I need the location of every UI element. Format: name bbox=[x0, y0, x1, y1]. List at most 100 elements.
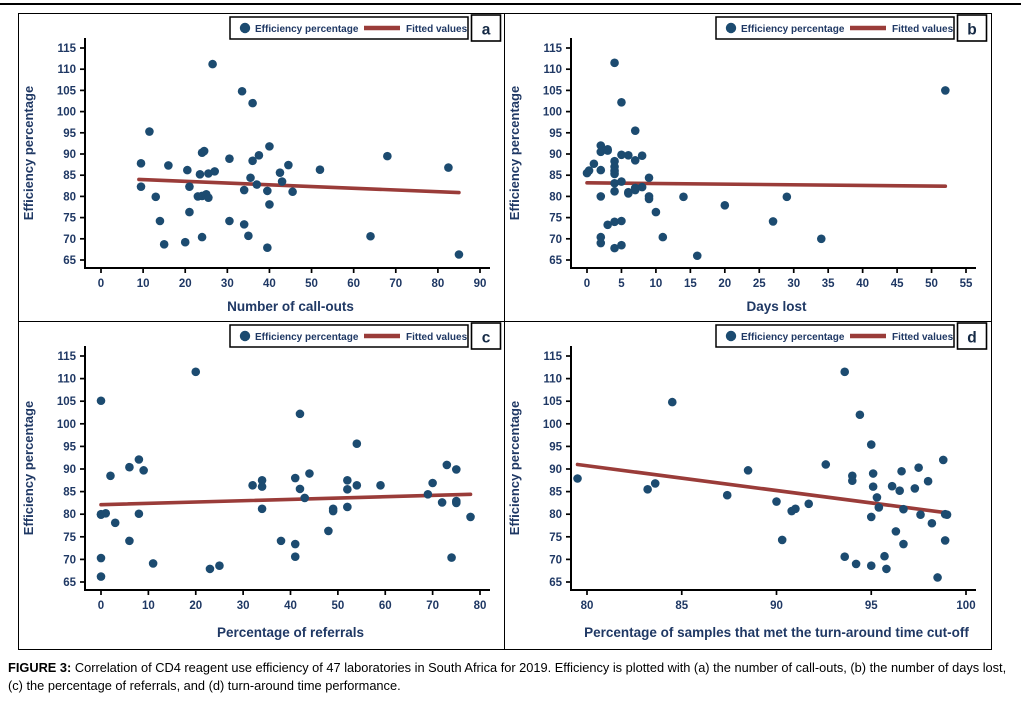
svg-text:Fitted values: Fitted values bbox=[892, 332, 954, 343]
svg-text:65: 65 bbox=[63, 577, 76, 589]
svg-text:10: 10 bbox=[142, 600, 155, 612]
svg-text:100: 100 bbox=[57, 107, 76, 119]
svg-text:100: 100 bbox=[956, 600, 975, 612]
svg-text:75: 75 bbox=[549, 532, 562, 544]
svg-text:30: 30 bbox=[787, 278, 800, 290]
svg-text:85: 85 bbox=[63, 170, 76, 182]
svg-text:Efficiency percentage: Efficiency percentage bbox=[21, 401, 36, 535]
svg-text:Efficiency percentage: Efficiency percentage bbox=[507, 401, 522, 535]
svg-text:110: 110 bbox=[57, 374, 76, 386]
page-top-rule bbox=[0, 3, 1021, 5]
svg-text:40: 40 bbox=[284, 600, 297, 612]
legend: Efficiency percentage Fitted values bbox=[715, 16, 955, 40]
svg-text:d: d bbox=[967, 330, 976, 347]
panel-c-chart: 65 70 75 80 85 90 95 100 105 110 115 0 10 20 30 40 50 60 7… bbox=[21, 322, 502, 640]
svg-text:105: 105 bbox=[57, 396, 77, 408]
svg-text:0: 0 bbox=[98, 600, 104, 612]
svg-text:100: 100 bbox=[57, 419, 76, 431]
svg-text:110: 110 bbox=[543, 374, 562, 386]
svg-text:70: 70 bbox=[389, 278, 402, 290]
svg-text:a: a bbox=[482, 22, 491, 39]
svg-text:80: 80 bbox=[63, 509, 76, 521]
svg-text:115: 115 bbox=[57, 351, 76, 363]
svg-text:80: 80 bbox=[63, 191, 76, 203]
svg-text:10: 10 bbox=[137, 278, 150, 290]
svg-text:Efficiency percentage: Efficiency percentage bbox=[741, 332, 845, 343]
svg-text:65: 65 bbox=[549, 255, 562, 267]
svg-text:105: 105 bbox=[57, 85, 77, 97]
svg-text:75: 75 bbox=[63, 532, 76, 544]
svg-text:15: 15 bbox=[684, 278, 697, 290]
svg-text:0: 0 bbox=[98, 278, 104, 290]
svg-text:Efficiency percentage: Efficiency percentage bbox=[255, 332, 359, 343]
panel-a: 65 70 75 80 85 90 95 100 105 110 115 0 10 20 30 40 50 60 7… bbox=[19, 14, 505, 322]
svg-text:20: 20 bbox=[718, 278, 731, 290]
svg-text:95: 95 bbox=[865, 600, 878, 612]
svg-text:70: 70 bbox=[426, 600, 439, 612]
svg-text:85: 85 bbox=[675, 600, 688, 612]
svg-text:95: 95 bbox=[63, 128, 76, 140]
svg-text:115: 115 bbox=[543, 351, 562, 363]
svg-text:115: 115 bbox=[543, 43, 562, 55]
svg-text:50: 50 bbox=[925, 278, 938, 290]
svg-text:c: c bbox=[482, 330, 491, 347]
svg-text:Efficiency percentage: Efficiency percentage bbox=[21, 86, 36, 220]
svg-text:80: 80 bbox=[549, 509, 562, 521]
svg-text:115: 115 bbox=[57, 43, 76, 55]
svg-text:40: 40 bbox=[263, 278, 276, 290]
svg-text:50: 50 bbox=[331, 600, 344, 612]
svg-text:90: 90 bbox=[63, 149, 76, 161]
svg-text:90: 90 bbox=[770, 600, 783, 612]
svg-text:0: 0 bbox=[584, 278, 590, 290]
svg-text:10: 10 bbox=[650, 278, 663, 290]
svg-text:40: 40 bbox=[856, 278, 869, 290]
svg-text:20: 20 bbox=[189, 600, 202, 612]
svg-text:70: 70 bbox=[63, 554, 76, 566]
svg-text:110: 110 bbox=[57, 64, 76, 76]
panel-d-chart: 65 70 75 80 85 90 95 100 105 110 115 80 85 90 95 100 Eff… bbox=[507, 322, 988, 640]
svg-text:90: 90 bbox=[549, 149, 562, 161]
svg-text:65: 65 bbox=[549, 577, 562, 589]
panel-c: 65 70 75 80 85 90 95 100 105 110 115 0 10 20 30 40 50 60 7… bbox=[19, 322, 505, 649]
svg-text:70: 70 bbox=[549, 554, 562, 566]
svg-text:30: 30 bbox=[237, 600, 250, 612]
svg-text:90: 90 bbox=[63, 464, 76, 476]
svg-text:30: 30 bbox=[221, 278, 234, 290]
svg-text:70: 70 bbox=[549, 234, 562, 246]
svg-text:Fitted values: Fitted values bbox=[892, 24, 954, 35]
svg-text:95: 95 bbox=[63, 441, 76, 453]
figure-caption-text: Correlation of CD4 reagent use efficienc… bbox=[8, 660, 1007, 694]
svg-text:50: 50 bbox=[305, 278, 318, 290]
svg-text:100: 100 bbox=[543, 419, 562, 431]
legend: Efficiency percentage Fitted values bbox=[715, 324, 955, 348]
svg-text:75: 75 bbox=[63, 213, 76, 225]
panel-a-chart: 65 70 75 80 85 90 95 100 105 110 115 0 10 20 30 40 50 60 7… bbox=[21, 14, 502, 314]
svg-text:65: 65 bbox=[63, 255, 76, 267]
svg-text:Percentage of referrals: Percentage of referrals bbox=[217, 625, 364, 640]
svg-text:95: 95 bbox=[549, 128, 562, 140]
svg-text:Fitted values: Fitted values bbox=[406, 24, 468, 35]
svg-text:105: 105 bbox=[543, 85, 563, 97]
svg-text:Percentage of samples that met: Percentage of samples that met the turn-… bbox=[584, 625, 969, 640]
svg-text:95: 95 bbox=[549, 441, 562, 453]
svg-text:Efficiency percentage: Efficiency percentage bbox=[255, 24, 359, 35]
figure-caption-label: FIGURE 3: bbox=[8, 660, 72, 675]
svg-text:100: 100 bbox=[543, 107, 562, 119]
svg-text:85: 85 bbox=[549, 170, 562, 182]
svg-text:85: 85 bbox=[549, 487, 562, 499]
svg-text:Number of call-outs: Number of call-outs bbox=[227, 299, 354, 314]
legend: Efficiency percentage Fitted values bbox=[229, 16, 469, 40]
svg-text:60: 60 bbox=[347, 278, 360, 290]
svg-text:5: 5 bbox=[618, 278, 625, 290]
svg-text:Efficiency percentage: Efficiency percentage bbox=[741, 24, 845, 35]
svg-text:Efficiency percentage: Efficiency percentage bbox=[507, 86, 522, 220]
svg-text:Fitted values: Fitted values bbox=[406, 332, 468, 343]
svg-text:b: b bbox=[967, 22, 976, 39]
svg-text:80: 80 bbox=[431, 278, 444, 290]
svg-text:55: 55 bbox=[960, 278, 973, 290]
svg-text:Days lost: Days lost bbox=[746, 299, 807, 314]
panel-b-chart: 65 70 75 80 85 90 95 100 105 110 115 0 5 10 15 20 25 30 35… bbox=[507, 14, 988, 314]
svg-text:105: 105 bbox=[543, 396, 563, 408]
svg-text:80: 80 bbox=[474, 600, 487, 612]
